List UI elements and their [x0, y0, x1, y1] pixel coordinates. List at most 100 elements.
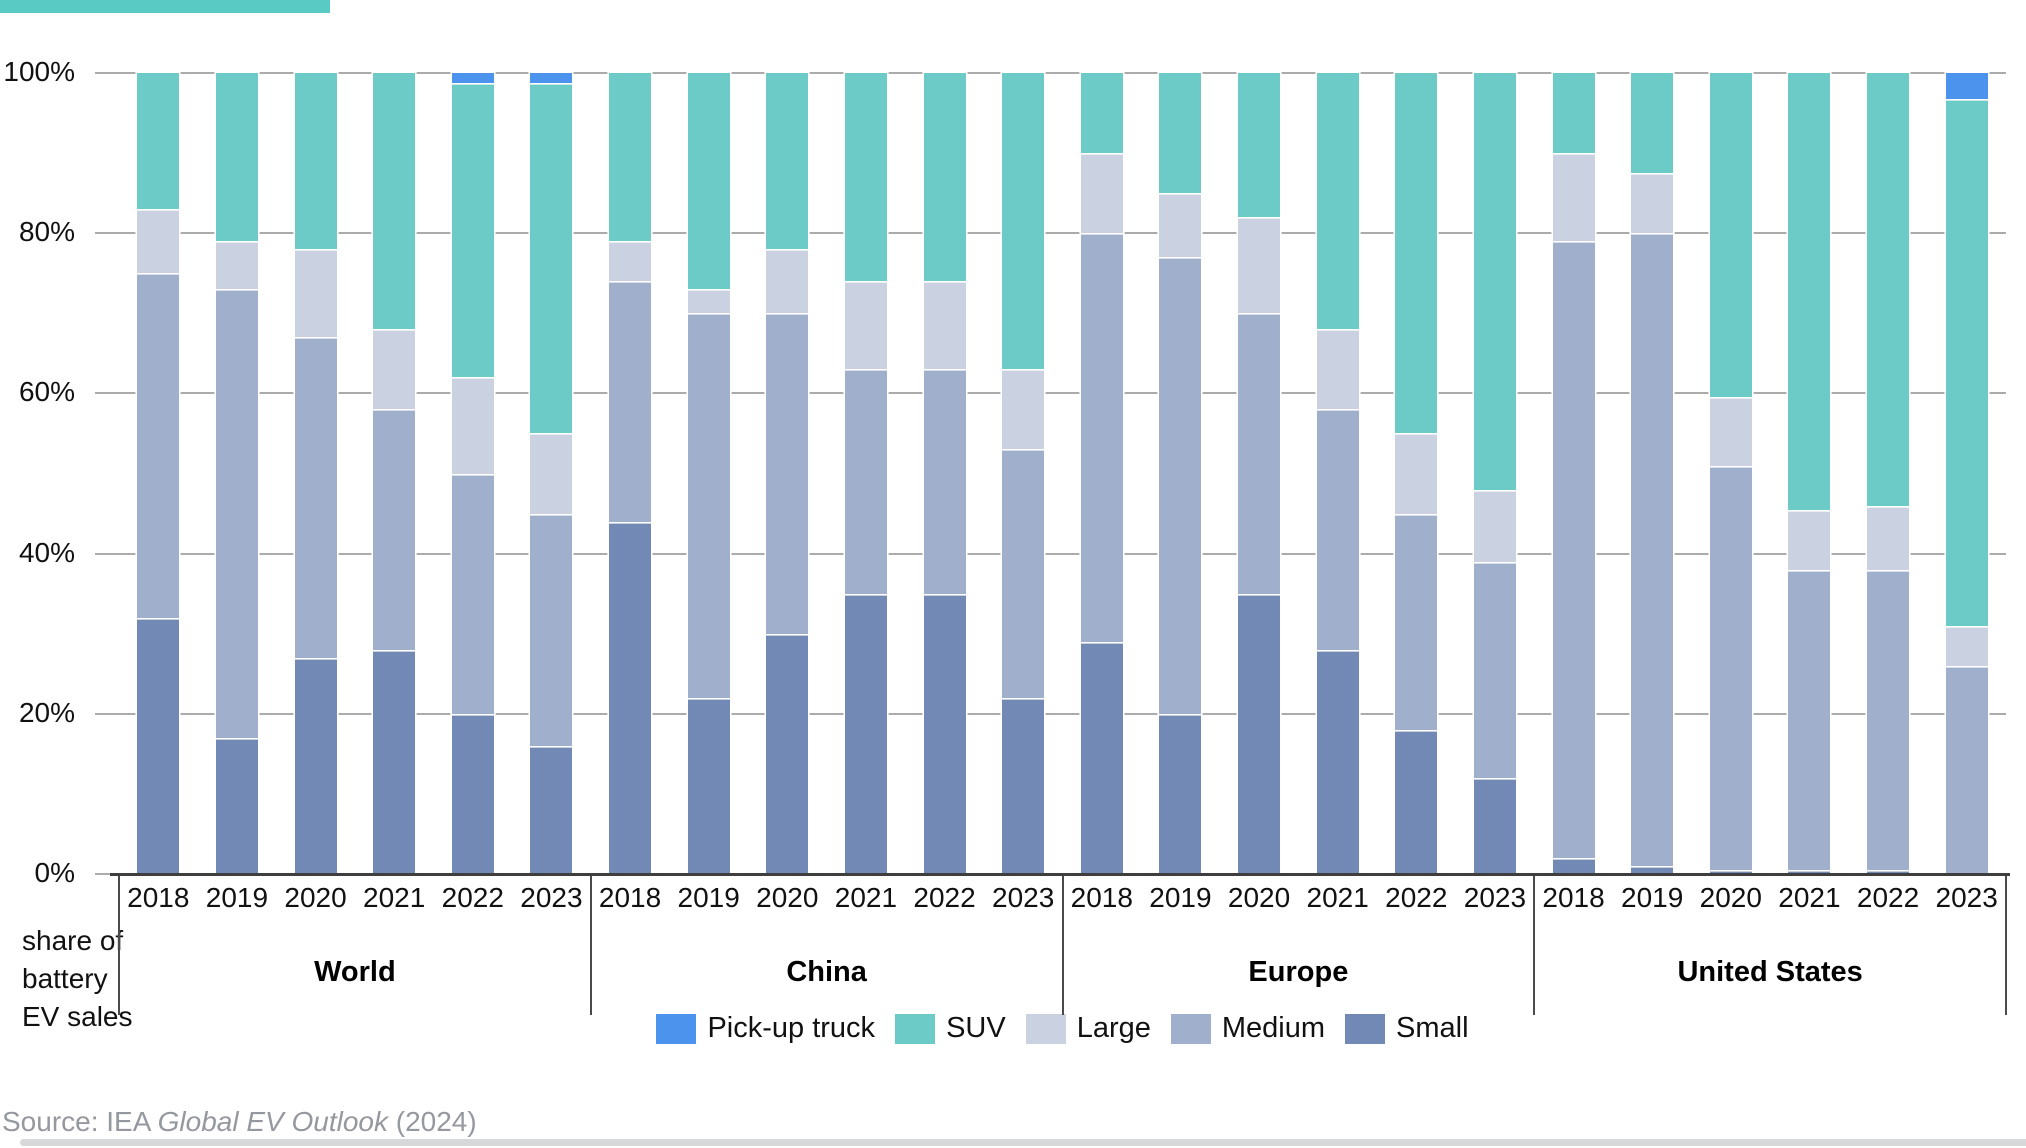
bar-china-2022: [923, 73, 966, 874]
segment-small: [1238, 593, 1281, 874]
region-separator: [1533, 874, 1536, 1015]
segment-medium: [844, 369, 887, 594]
year-label: 2022: [441, 882, 504, 913]
bar-world-2020: [294, 73, 337, 874]
segment-medium: [1002, 449, 1045, 698]
segment-large: [1709, 397, 1752, 466]
source-attribution: Source: IEA Global EV Outlook (2024): [2, 1106, 477, 1138]
segment-small: [1552, 857, 1595, 874]
segment-suv: [294, 73, 337, 250]
segment-large: [1473, 489, 1516, 562]
segment-large: [373, 329, 416, 410]
segment-medium: [687, 313, 730, 698]
source-suffix: (2024): [387, 1106, 477, 1137]
bar-united-states-2019: [1631, 73, 1674, 874]
bar-world-2019: [215, 73, 258, 874]
segment-pick-up-truck: [530, 73, 573, 83]
y-tick-label-40: 40%: [18, 536, 75, 568]
year-label: 2022: [913, 882, 976, 913]
segment-small: [451, 713, 494, 874]
segment-small: [1316, 649, 1359, 874]
legend-item-small: Small: [1345, 1012, 1469, 1045]
segment-large: [1002, 369, 1045, 450]
segment-suv: [844, 73, 887, 282]
bar-world-2023: [530, 73, 573, 874]
bar-world-2021: [373, 73, 416, 874]
segment-small: [1473, 777, 1516, 874]
segment-medium: [137, 273, 180, 618]
segment-medium: [530, 513, 573, 746]
legend-swatch-icon: [1170, 1013, 1211, 1044]
segment-medium: [373, 409, 416, 650]
segment-medium: [1473, 561, 1516, 778]
legend-label: Pick-up truck: [707, 1012, 876, 1044]
segment-small: [1788, 870, 1831, 874]
segment-small: [1080, 641, 1123, 874]
legend-label: SUV: [946, 1012, 1006, 1044]
year-label: 2022: [1856, 882, 1920, 913]
bar-world-2018: [137, 73, 180, 874]
segment-medium: [1238, 313, 1281, 594]
legend-swatch-icon: [1025, 1013, 1066, 1044]
legend-label: Medium: [1221, 1012, 1326, 1044]
year-label: 2021: [1306, 882, 1369, 913]
bar-united-states-2020: [1709, 73, 1752, 874]
bar-china-2019: [687, 73, 730, 874]
year-label: 2018: [1070, 882, 1133, 913]
segment-suv: [1709, 73, 1752, 398]
legend-item-pick-up-truck: Pick-up truck: [656, 1012, 875, 1045]
region-label-united-states: United States: [1677, 956, 1863, 988]
segment-suv: [215, 73, 258, 242]
segment-medium: [1080, 233, 1123, 642]
segment-suv: [1945, 99, 1988, 626]
segment-large: [687, 289, 730, 314]
segment-large: [1945, 625, 1988, 666]
year-label: 2023: [992, 882, 1055, 913]
year-label: 2020: [284, 882, 347, 913]
segment-suv: [766, 73, 809, 250]
y-tick-label-60: 60%: [18, 376, 75, 408]
segment-medium: [294, 337, 337, 658]
segment-medium: [1631, 233, 1674, 866]
x-axis-line: [110, 873, 2010, 876]
bar-europe-2022: [1395, 73, 1438, 874]
bar-china-2018: [609, 73, 652, 874]
year-label: 2020: [1227, 882, 1291, 913]
segment-small: [1867, 870, 1910, 874]
y-axis-title-line: share of: [22, 925, 124, 956]
region-separator: [118, 874, 120, 1015]
bar-china-2020: [766, 73, 809, 874]
segment-large: [1788, 509, 1831, 570]
segment-large: [530, 433, 573, 514]
region-separator: [1061, 874, 1064, 1015]
chart-legend: Pick-up truck SUV Large Medium Small: [119, 1012, 2006, 1045]
segment-medium: [1867, 569, 1910, 870]
segment-large: [1080, 153, 1123, 234]
segment-large: [609, 241, 652, 282]
segment-small: [215, 737, 258, 874]
segment-large: [294, 249, 337, 338]
bar-europe-2021: [1316, 73, 1359, 874]
segment-suv: [609, 73, 652, 242]
segment-suv: [1552, 73, 1595, 154]
segment-small: [1395, 729, 1438, 874]
segment-small: [923, 593, 966, 874]
segment-medium: [1552, 241, 1595, 858]
segment-small: [137, 617, 180, 874]
y-axis-title-line: battery: [22, 963, 108, 994]
year-label: 2019: [205, 882, 269, 913]
segment-small: [844, 593, 887, 874]
legend-label: Large: [1076, 1012, 1151, 1044]
segment-small: [373, 649, 416, 874]
year-label: 2018: [1542, 882, 1605, 913]
segment-suv: [1631, 73, 1674, 174]
segment-large: [1552, 153, 1595, 242]
segment-large: [1867, 505, 1910, 570]
legend-label: Small: [1396, 1012, 1469, 1044]
year-label: 2021: [834, 882, 898, 913]
gridline-100: [95, 72, 2006, 74]
year-label: 2020: [756, 882, 819, 913]
segment-pick-up-truck: [451, 73, 494, 83]
region-label-europe: Europe: [1248, 956, 1349, 988]
segment-small: [530, 745, 573, 874]
